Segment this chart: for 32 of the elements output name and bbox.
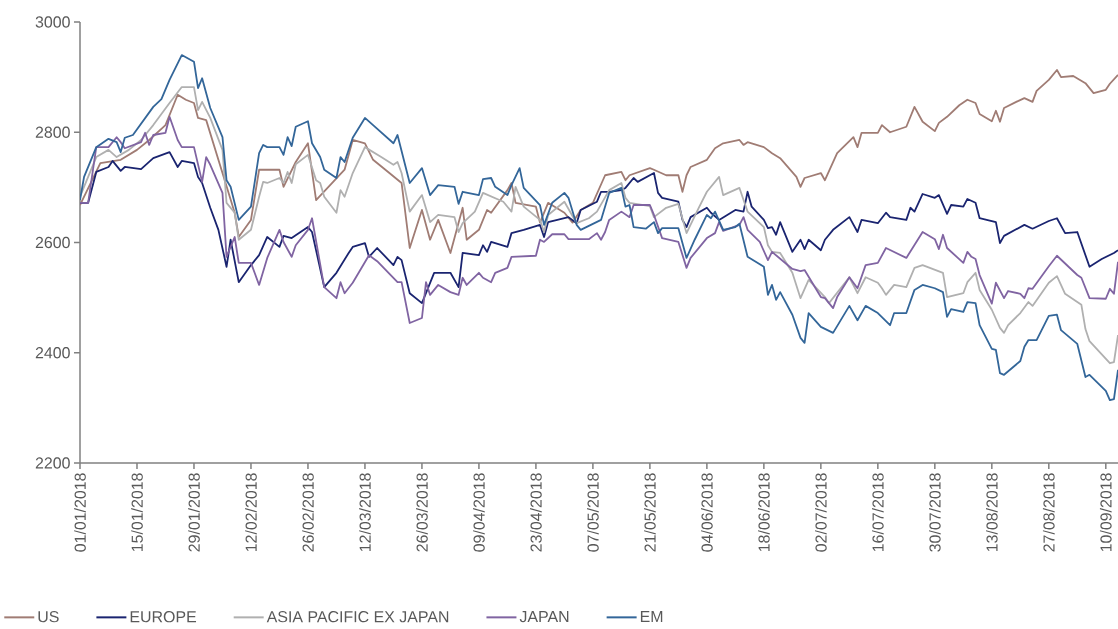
x-tick-label: 09/04/2018 (473, 473, 485, 552)
legend-label: JAPAN (519, 611, 569, 623)
x-tick-label: 12/02/2018 (245, 473, 257, 552)
x-tick-label: 02/07/2018 (815, 473, 827, 552)
y-tick-label: 3000 (35, 16, 70, 28)
line-series (80, 69, 1118, 254)
x-tick-label: 15/01/2018 (131, 473, 143, 552)
x-tick-label: 10/09/2018 (1099, 473, 1112, 552)
line-series (80, 54, 1118, 402)
x-tick-label: 01/01/2018 (74, 473, 86, 552)
line-series (80, 115, 1118, 324)
y-tick-label: 2600 (35, 236, 70, 249)
y-tick-label: 2200 (35, 457, 70, 469)
legend-label: EUROPE (130, 611, 197, 623)
x-tick-label: 27/08/2018 (1042, 473, 1055, 552)
x-tick-label: 13/08/2018 (985, 473, 998, 552)
x-tick-label: 07/05/2018 (587, 473, 599, 552)
legend-label: US (38, 611, 59, 623)
x-tick-label: 04/06/2018 (701, 473, 713, 552)
x-tick-label: 26/02/2018 (302, 473, 314, 552)
x-tick-label: 21/05/2018 (644, 473, 656, 552)
x-tick-label: 23/04/2018 (530, 473, 542, 552)
y-tick-label: 2800 (35, 126, 70, 138)
legend-label: EM (640, 611, 663, 623)
y-tick-label: 2400 (35, 347, 70, 359)
x-tick-label: 18/06/2018 (758, 473, 770, 552)
x-tick-label: 30/07/2018 (928, 473, 941, 552)
x-tick-label: 12/03/2018 (359, 473, 371, 552)
legend-label: ASIA PACIFIC EX JAPAN (266, 611, 449, 623)
x-tick-label: 26/03/2018 (416, 473, 428, 552)
x-tick-label: 16/07/2018 (872, 473, 884, 552)
x-tick-label: 29/01/2018 (188, 473, 200, 552)
